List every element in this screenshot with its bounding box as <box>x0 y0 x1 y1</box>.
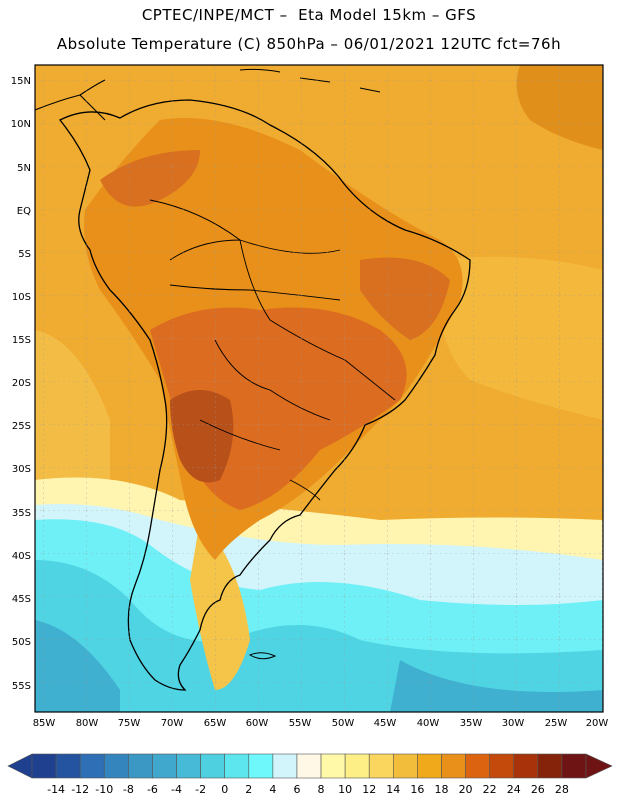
lat-label: 5N <box>17 163 31 174</box>
lon-label: 60W <box>246 718 269 729</box>
lat-label: 15N <box>11 76 31 87</box>
colorbar-swatch <box>441 753 466 779</box>
lat-label: 45S <box>12 594 31 605</box>
lat-axis: 15N 10N 5N EQ 5S 10S 15S 20S 25S 30S 35S… <box>11 76 31 692</box>
colorbar-label: 4 <box>269 783 276 796</box>
colorbar: -14 -12 -10 -8 -6 -4 -2 0 2 4 6 8 10 12 14 16 18 20 22 24 26… <box>7 753 613 796</box>
lon-label: 65W <box>204 718 227 729</box>
colorbar-swatch <box>489 753 515 779</box>
lat-label: 35S <box>12 508 31 519</box>
colorbar-swatch <box>272 753 298 779</box>
lat-label: 5S <box>18 249 31 260</box>
lat-label: 20S <box>12 378 31 389</box>
colorbar-label: 10 <box>338 783 352 796</box>
map-title-line1: CPTEC/INPE/MCT – Eta Model 15km – GFS <box>141 6 477 24</box>
temperature-field <box>35 65 603 712</box>
colorbar-label: -12 <box>71 783 89 796</box>
lon-label: 35W <box>460 718 483 729</box>
colorbar-label: -10 <box>95 783 113 796</box>
lat-label: 10N <box>11 119 31 130</box>
lon-label: 55W <box>289 718 312 729</box>
colorbar-swatch <box>176 753 201 779</box>
lon-label: 45W <box>374 718 397 729</box>
colorbar-swatch <box>31 753 57 779</box>
lon-label: 50W <box>332 718 355 729</box>
colorbar-label: 26 <box>531 783 545 796</box>
colorbar-label: 6 <box>293 783 300 796</box>
lon-label: 75W <box>118 718 141 729</box>
map-frame <box>34 64 604 713</box>
colorbar-swatch <box>103 753 129 779</box>
lon-label: 30W <box>502 718 525 729</box>
colorbar-swatch <box>537 753 563 779</box>
lon-label: 20W <box>586 718 609 729</box>
colorbar-label: -4 <box>171 783 182 796</box>
colorbar-swatch <box>296 753 322 779</box>
colorbar-swatch <box>152 753 177 779</box>
graticule <box>35 65 603 712</box>
lon-label: 25W <box>545 718 568 729</box>
lon-label: 80W <box>76 718 99 729</box>
colorbar-label: -8 <box>123 783 134 796</box>
colorbar-arrow-left <box>7 753 33 779</box>
lat-label: 55S <box>12 681 31 692</box>
lat-label: 40S <box>12 551 31 562</box>
colorbar-label: 16 <box>410 783 424 796</box>
lat-label: 50S <box>12 637 31 648</box>
colorbar-swatch <box>368 753 394 779</box>
lat-label: 30S <box>12 464 31 475</box>
lon-label: 40W <box>417 718 440 729</box>
colorbar-label: 22 <box>483 783 497 796</box>
lon-label: 70W <box>161 718 184 729</box>
colorbar-swatch <box>513 753 539 779</box>
lon-axis: 85W 80W 75W 70W 65W 60W 55W 50W 45W 40W … <box>33 718 609 729</box>
colorbar-label: 2 <box>245 783 252 796</box>
colorbar-label: 20 <box>459 783 473 796</box>
lon-label: 85W <box>33 718 56 729</box>
colorbar-swatch <box>320 753 346 779</box>
colorbar-swatch <box>465 753 490 779</box>
lat-label: 25S <box>12 421 31 432</box>
colorbar-label: 14 <box>386 783 400 796</box>
colorbar-label: 0 <box>221 783 228 796</box>
colorbar-swatch <box>128 753 153 779</box>
colorbar-label: 8 <box>318 783 325 796</box>
lat-label: 15S <box>12 335 31 346</box>
colorbar-arrow-right <box>585 753 613 779</box>
colorbar-swatch <box>55 753 81 779</box>
colorbar-label: -14 <box>47 783 65 796</box>
colorbar-swatch <box>561 753 587 779</box>
colorbar-swatch <box>79 753 105 779</box>
colorbar-swatch <box>393 753 418 779</box>
colorbar-label: -2 <box>195 783 206 796</box>
colorbar-swatch <box>224 753 250 779</box>
colorbar-swatch <box>248 753 274 779</box>
lat-label: EQ <box>17 206 31 217</box>
colorbar-label: 28 <box>555 783 569 796</box>
colorbar-label: 18 <box>434 783 448 796</box>
colorbar-label: 24 <box>507 783 521 796</box>
colorbar-swatch <box>200 753 225 779</box>
colorbar-label: 12 <box>362 783 376 796</box>
colorbar-label: -6 <box>147 783 158 796</box>
map-title-line2: Absolute Temperature (C) 850hPa – 06/01/… <box>56 35 562 53</box>
lat-label: 10S <box>12 292 31 303</box>
colorbar-swatch <box>417 753 442 779</box>
colorbar-swatch <box>344 753 370 779</box>
